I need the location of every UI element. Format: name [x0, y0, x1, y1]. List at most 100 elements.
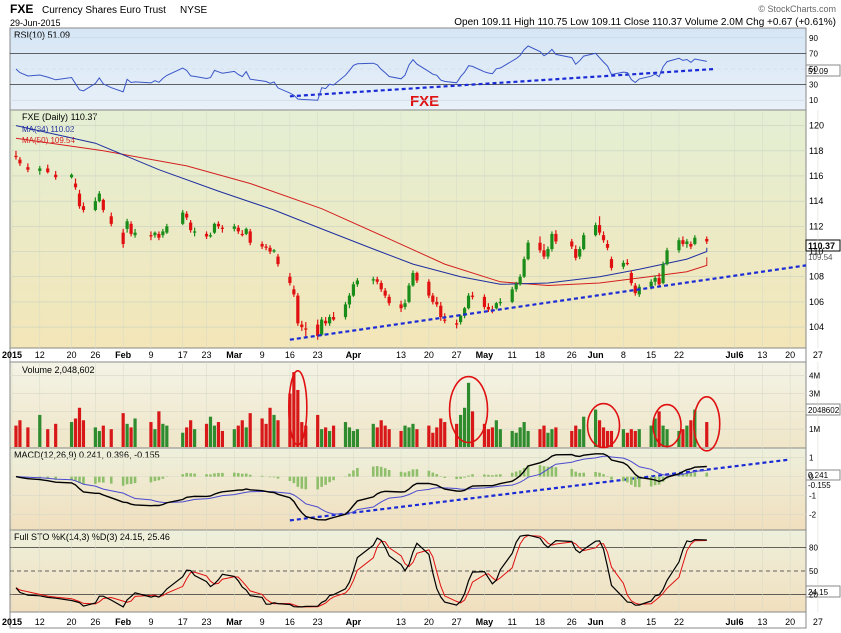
macd-histogram-bar — [276, 476, 280, 479]
macd-histogram-bar — [626, 476, 629, 483]
macd-histogram-bar — [471, 474, 474, 477]
price-bar-body — [383, 290, 387, 296]
x-axis-label: 20 — [424, 350, 434, 360]
x-axis-label: 17 — [178, 350, 188, 360]
chart-marks: 12011811611411211010810610490705030104M3… — [2, 34, 824, 627]
volume-bar — [208, 416, 213, 447]
macd-histogram-bar — [149, 476, 153, 483]
price-bar-body — [343, 304, 348, 318]
x-axis-label: 27 — [452, 617, 462, 627]
macd-histogram-bar — [538, 465, 542, 477]
volume-bar — [328, 430, 332, 447]
macd-histogram-bar — [594, 471, 597, 477]
volume-bar — [101, 425, 105, 447]
volume-bar — [220, 430, 225, 447]
macd-histogram-bar — [70, 476, 73, 480]
macd-histogram-bar — [403, 472, 407, 477]
macd-histogram-bar — [582, 472, 585, 477]
macd-histogram-bar — [455, 476, 458, 480]
volume-bar — [276, 420, 280, 447]
price-bar-body — [653, 277, 657, 282]
macd-histogram-bar — [463, 476, 466, 478]
close-tag-box — [805, 239, 841, 252]
macd-label: MACD(12,26,9) 0.241, 0.396, -0.155 — [14, 450, 160, 460]
volume-label: Volume 2,048,602 — [22, 365, 95, 375]
price-bar-body — [73, 183, 78, 188]
x-axis-label: 9 — [148, 350, 153, 360]
macd-histogram-bar — [54, 476, 57, 480]
price-bar-body — [236, 227, 240, 232]
volume-bar — [375, 427, 379, 447]
price-bar-body — [582, 235, 586, 250]
axis-labels: 12011811611411211010810610490705030104M3… — [2, 34, 824, 627]
sto-tick-label: 20 — [809, 590, 818, 599]
price-bar-body — [324, 320, 328, 324]
x-axis-label: 13 — [396, 617, 406, 627]
volume-bar — [601, 427, 606, 447]
volume-bar — [431, 432, 435, 447]
macd-histogram-bar — [383, 468, 387, 477]
price-bar-body — [276, 256, 280, 265]
x-axis-label: Jul6 — [726, 617, 744, 627]
price-bar-body — [637, 286, 641, 295]
price-bar-body — [355, 280, 359, 285]
price-bar-body — [443, 319, 447, 321]
volume-bar — [677, 430, 681, 447]
macd-histogram-bar — [570, 468, 574, 477]
price-bar-body — [153, 232, 157, 236]
macd-histogram-bar — [387, 469, 391, 477]
x-axis-band-bottom — [9, 611, 807, 629]
volume-bar — [578, 429, 582, 447]
volume-highlight-circle — [288, 369, 308, 446]
macd-histogram-bar — [459, 476, 462, 479]
price-bar-body — [181, 212, 185, 224]
price-bar-body — [69, 174, 74, 178]
sto-tag-box — [805, 585, 841, 598]
price-bar-body — [379, 283, 383, 290]
price-bar-body — [232, 226, 236, 229]
volume-bar — [81, 420, 86, 447]
price-bar-body — [597, 225, 602, 233]
ma50-label: MA(50) 109.54 — [22, 136, 75, 145]
volume-bar — [355, 429, 359, 447]
macd-histogram-bar — [304, 476, 308, 490]
macd-histogram-bar — [379, 466, 383, 477]
price-bar-body — [554, 233, 558, 242]
macd-histogram-bar — [630, 476, 633, 485]
volume-bar — [582, 416, 586, 447]
volume-bar — [371, 423, 375, 447]
volume-bar — [693, 409, 697, 447]
rsi-tick-label: 70 — [809, 49, 818, 58]
macd-histogram-bar — [499, 474, 502, 477]
volume-bar — [514, 432, 518, 447]
x-axis-label: May — [476, 350, 494, 360]
price-bar-body — [371, 279, 375, 281]
x-axis-label: 13 — [396, 350, 406, 360]
macd-histogram-bar — [622, 476, 625, 482]
price-bar-body — [54, 174, 58, 178]
price-bar-body — [459, 315, 463, 323]
price-bar-body — [240, 233, 244, 236]
price-bar-body — [578, 249, 582, 257]
price-bar-body — [38, 168, 42, 171]
macd-histogram-bar — [526, 465, 530, 477]
volume-bar — [216, 422, 221, 447]
x-axis-label: 26 — [567, 350, 577, 360]
macd-histogram-bar — [487, 474, 490, 477]
price-bar-body — [292, 289, 296, 295]
volume-bar — [73, 418, 78, 447]
price-bar-body — [605, 243, 610, 248]
volume-bar — [236, 425, 240, 447]
volume-highlight-circle — [692, 396, 721, 452]
volume-bar — [399, 430, 403, 447]
volume-bar — [443, 422, 447, 447]
volume-bar — [407, 427, 411, 447]
volume-bar — [593, 409, 598, 447]
x-axis-label: Jun — [588, 617, 604, 627]
macd-histogram-bar — [244, 473, 248, 477]
macd-histogram-bar — [649, 476, 653, 487]
price-bar-body — [705, 238, 709, 242]
ma50-line — [15, 137, 708, 287]
price-bar-body — [204, 233, 209, 237]
